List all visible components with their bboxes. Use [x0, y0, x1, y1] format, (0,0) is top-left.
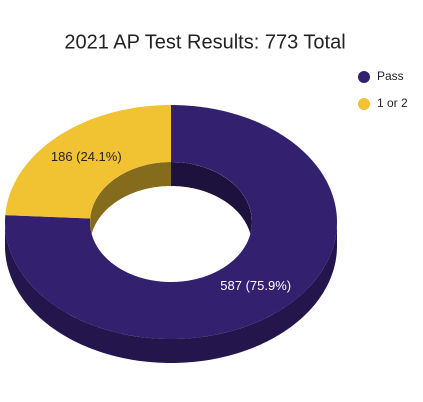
- data-label: 587 (75.9%): [220, 278, 291, 293]
- slice-top: [5, 105, 172, 219]
- slice-top: [5, 105, 337, 339]
- legend-label: 1 or 2: [377, 96, 408, 110]
- legend-swatch: [358, 98, 370, 110]
- data-label: 186 (24.1%): [51, 149, 122, 164]
- slice-side: [5, 222, 337, 363]
- slice-inner-side: [171, 162, 252, 246]
- slice-inner-side: [90, 162, 171, 243]
- slice: [5, 105, 337, 363]
- chart-title: 2021 AP Test Results: 773 Total: [64, 31, 345, 53]
- legend-swatch: [358, 71, 370, 83]
- legend-label: Pass: [377, 69, 404, 83]
- slice: [5, 105, 172, 243]
